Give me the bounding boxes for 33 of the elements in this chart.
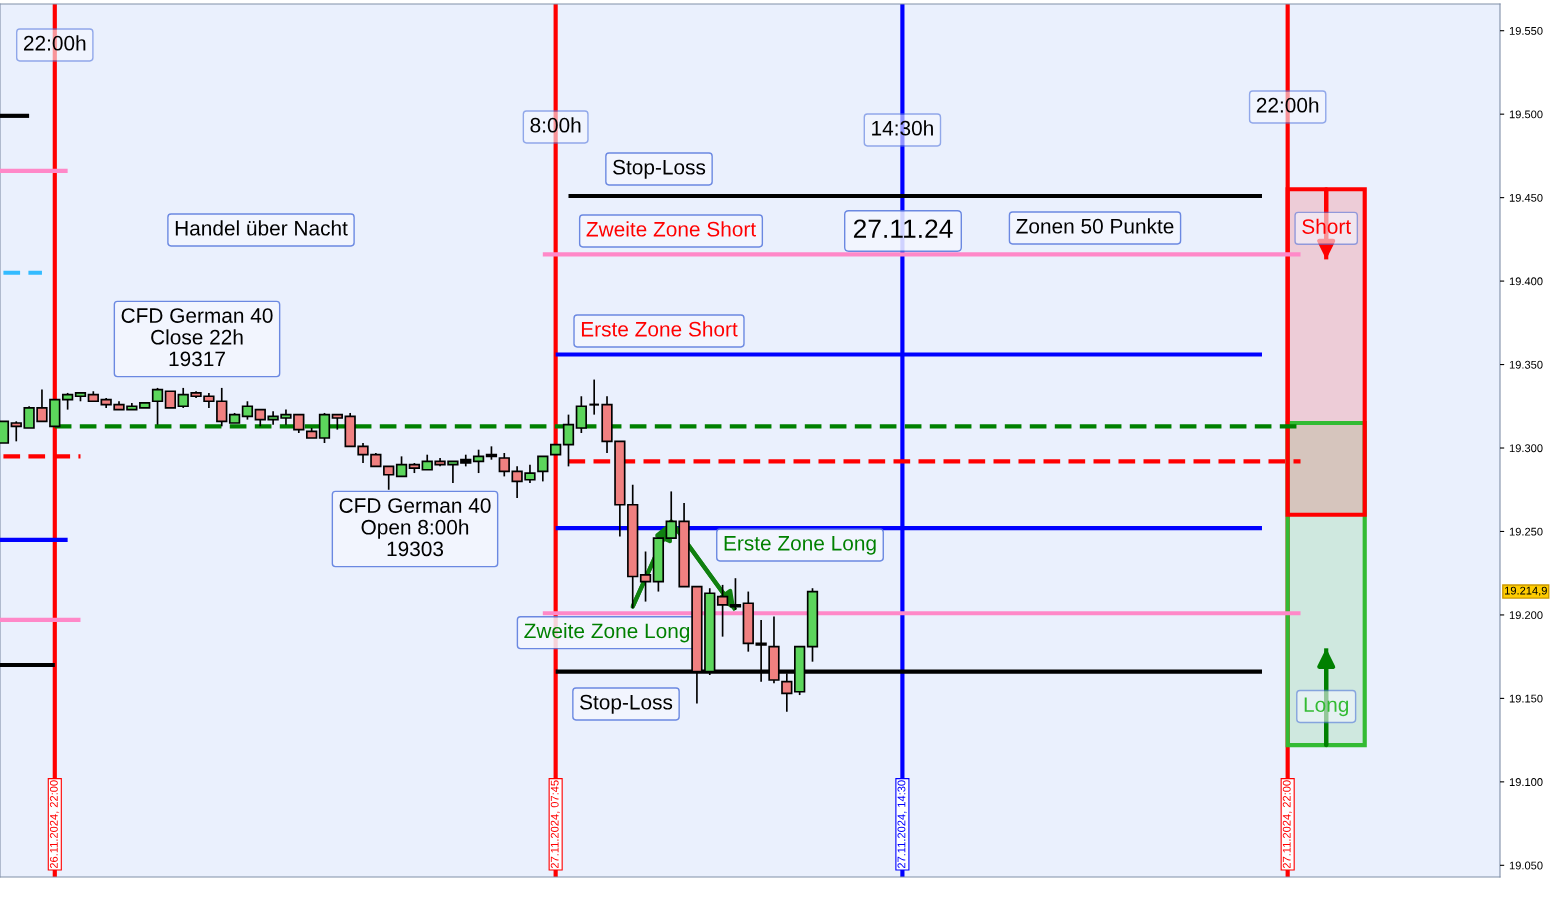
y-tick-label: 19.550: [1509, 26, 1543, 35]
ref-line-label: 22:00h: [23, 35, 86, 51]
annotation: 27.11.24: [853, 219, 953, 238]
annotation: Erste Zone Short: [581, 321, 738, 337]
x-tick-label: 27.11.2024, 22:00: [1282, 780, 1292, 869]
series-label: Long: [1304, 697, 1349, 717]
series-label: Short: [1302, 218, 1351, 234]
x-tick-label: 27.11.2024, 14:30: [897, 780, 907, 869]
y-tick-label: 19.250: [1509, 527, 1543, 536]
text: 19.214,9: [1505, 586, 1547, 596]
y-tick-label: 19.450: [1509, 193, 1543, 202]
y-tick-label: 19.100: [1509, 778, 1543, 786]
y-tick-label: 19.200: [1509, 611, 1543, 620]
annotation: Erste Zone Long: [724, 536, 876, 555]
annotation: CFD German 40 Open 8:00h 19303: [339, 498, 491, 557]
annotation: Stop-Loss: [580, 694, 673, 714]
y-tick-label: 19.400: [1509, 277, 1543, 286]
y-tick-label: 19.500: [1509, 110, 1543, 119]
y-tick-label: 19.150: [1509, 694, 1543, 703]
x-tick-label: 26.11.2024, 22:00: [49, 780, 60, 869]
annotation: Zweite Zone Short: [586, 221, 756, 237]
ref-line-label: 14:30h: [872, 120, 933, 136]
y-tick-label: 19.050: [1509, 861, 1543, 870]
x-tick-label: 27.11.2024, 07:45: [550, 780, 560, 869]
ref-line-label: 8:00h: [530, 117, 581, 133]
annotation: Stop-Loss: [613, 159, 706, 179]
annotation: Zonen 50 Punkte: [1016, 218, 1174, 234]
annotation: Zweite Zone Long: [524, 623, 690, 643]
y-tick-label: 19.300: [1509, 444, 1543, 453]
annotation: CFD German 40 Close 22h 19317: [121, 308, 273, 367]
annotation: Handel über Nacht: [175, 220, 348, 236]
ref-line-label: 22:00h: [1256, 97, 1319, 113]
y-tick-label: 19.350: [1509, 360, 1543, 369]
